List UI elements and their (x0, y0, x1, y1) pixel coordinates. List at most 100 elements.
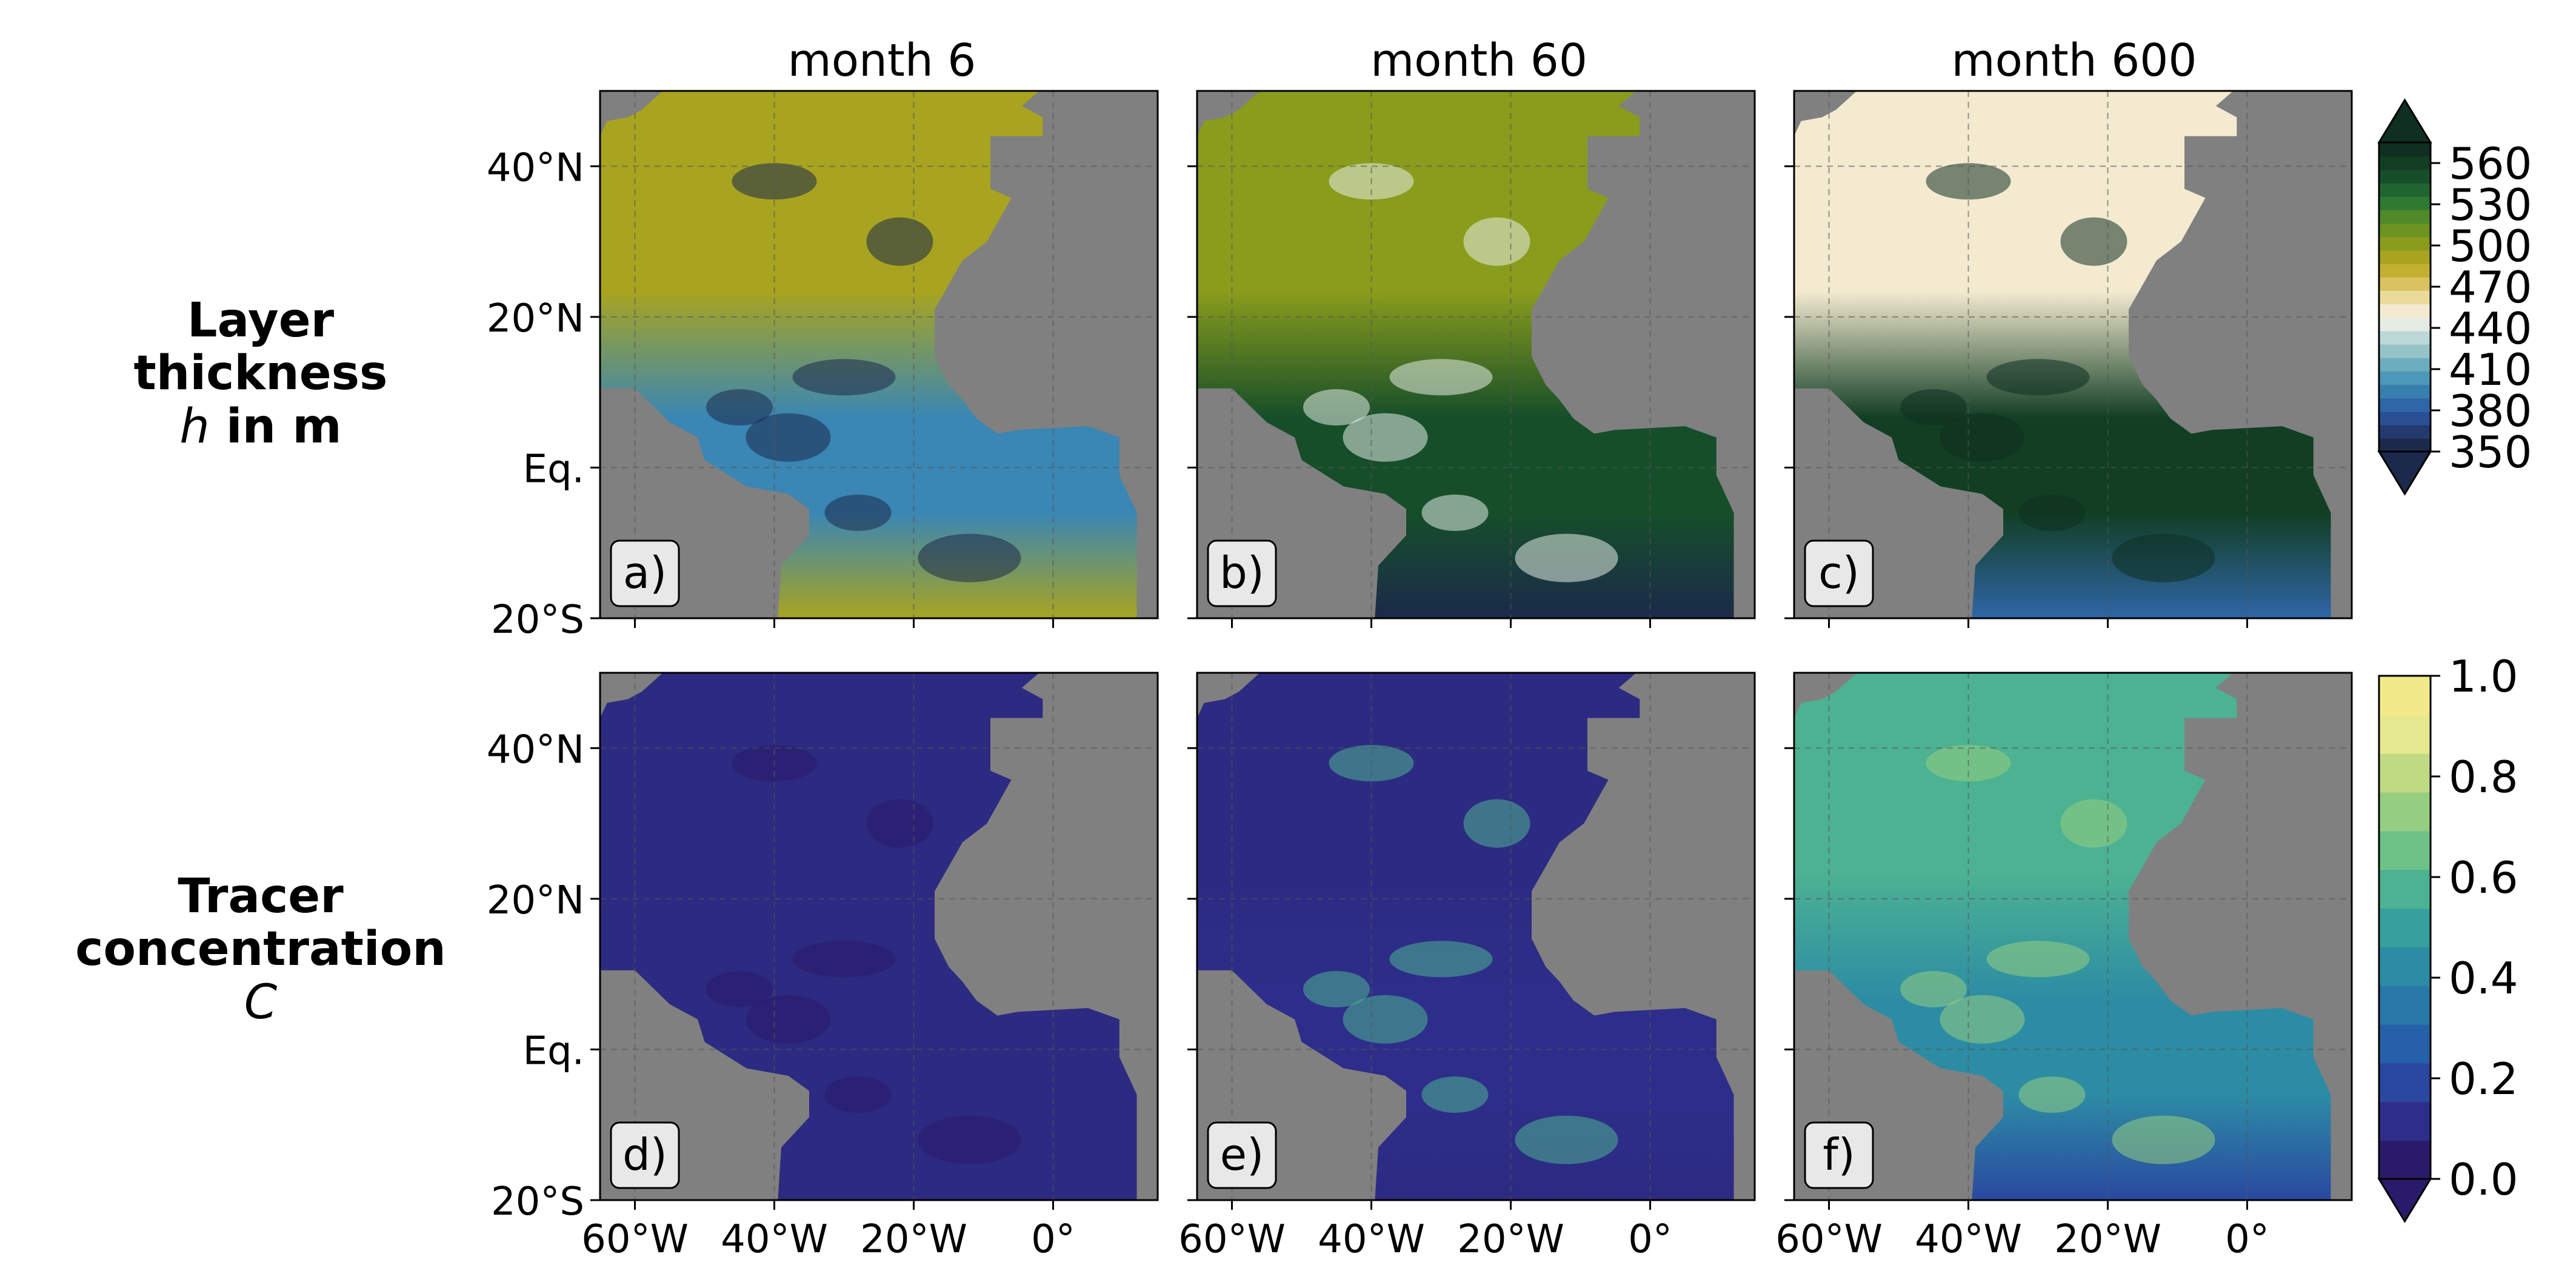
panel-label-box (1804, 539, 1874, 607)
colorbar-extend-max (2377, 98, 2432, 144)
colorbar-tick-label: 560 (2449, 138, 2532, 189)
colorbar-tick-label: 0.8 (2449, 752, 2518, 802)
lon-tick-label: 40°W (1915, 1217, 2022, 1262)
colorbar-segment (2379, 236, 2431, 251)
panel-frame (1793, 90, 2353, 619)
panel-label: d) (622, 1129, 667, 1180)
land-north-america (600, 91, 663, 136)
lon-tick-label: 20°W (1457, 1217, 1564, 1262)
eddy-feature (1900, 971, 1967, 1007)
colorbar-tick-label: 380 (2449, 385, 2532, 436)
lon-tick-label: 0° (2225, 1217, 2269, 1262)
lon-tick-label: 60°W (1775, 1217, 1883, 1262)
land-north-america (1197, 673, 1260, 718)
colorbar-tick-label: 530 (2449, 179, 2532, 230)
eddy-feature (1303, 389, 1370, 425)
row-label-1-unit: in m (210, 399, 342, 454)
colorbar-segment (2379, 156, 2431, 170)
colorbar-segment (2379, 182, 2431, 197)
colorbar-C: 0.0 0.2 0.4 0.6 0.8 1.0 (2377, 651, 2518, 1223)
colorbar-segment (2379, 411, 2431, 425)
land-africa-europe (2129, 673, 2352, 1200)
row-label-1-line2: thickness (134, 346, 388, 401)
lat-tick-label: Eq. (523, 1029, 584, 1073)
colorbar-segment (2379, 263, 2431, 278)
colorbar-segment (2379, 250, 2431, 264)
row-label-2-line1: Tracer (178, 869, 344, 924)
panel-label-box (610, 539, 680, 607)
column-title-3: month 600 (1952, 35, 2197, 87)
colorbar-frame (2378, 675, 2432, 1180)
eddy-feature (1986, 941, 2090, 978)
map-panel-b: b) (1196, 90, 1756, 619)
eddy-feature (746, 413, 831, 462)
lon-tick-label: 40°W (1318, 1217, 1425, 1262)
land-north-america (1794, 91, 1857, 136)
map-panels: a) b) c) d) e) f) (599, 90, 2353, 1201)
row-label-1-line1: Layer (187, 293, 335, 348)
panel-label-box (1804, 1121, 1874, 1189)
panel-label: a) (623, 547, 667, 598)
land-africa-europe (935, 91, 1158, 618)
colorbar-segment (2379, 330, 2431, 345)
eddy-feature (706, 389, 773, 425)
eddy-feature (1900, 389, 1967, 425)
eddy-feature (1463, 217, 1530, 266)
eddy-feature (1343, 995, 1428, 1044)
lon-tick-label: 20°W (860, 1217, 967, 1262)
panel-label-box (1207, 1121, 1277, 1189)
eddy-feature (1940, 995, 2025, 1044)
eddy-feature (2112, 1115, 2215, 1164)
colorbar-tick-label: 410 (2449, 344, 2532, 395)
colorbar-segment (2379, 209, 2431, 224)
row-label-1-line3: h in m (179, 399, 341, 454)
colorbar-segment (2379, 370, 2431, 385)
lon-tick-label: 40°W (721, 1217, 828, 1262)
eddy-feature (1343, 413, 1428, 462)
lon-tick-label: 60°W (1178, 1217, 1286, 1262)
eddy-feature (918, 533, 1021, 582)
colorbar-segment (2379, 223, 2431, 238)
panel-label: f) (1823, 1129, 1855, 1180)
land-africa-europe (2129, 91, 2352, 618)
eddy-feature (1940, 413, 2025, 462)
panel-frame (599, 672, 1159, 1201)
colorbar-segment (2379, 1101, 2431, 1141)
eddy-feature (2060, 799, 2127, 848)
eddy-feature (706, 971, 773, 1007)
eddy-feature (1421, 1076, 1489, 1113)
map-panel-e: e) (1196, 672, 1756, 1201)
panel-frame (1793, 672, 2353, 1201)
eddy-feature (1389, 941, 1493, 978)
eddy-feature (824, 495, 892, 531)
panel-label: c) (1818, 547, 1860, 598)
row-label-1-var: h (179, 399, 209, 454)
colorbar-segment (2379, 1063, 2431, 1103)
colorbar-tick-label: 0.0 (2449, 1154, 2518, 1205)
colorbar-segment (2379, 424, 2431, 439)
colorbar-tick-label: 0.2 (2449, 1053, 2518, 1104)
eddy-feature (1515, 533, 1618, 582)
colorbar-tick-label: 350 (2449, 427, 2532, 478)
colorbar-segment (2379, 196, 2431, 210)
colorbar-segment (2379, 142, 2431, 157)
eddy-feature (824, 1076, 892, 1113)
row-label-2-line2: concentration (75, 922, 446, 976)
panel-label-box (610, 1121, 680, 1189)
column-title-1: month 6 (788, 35, 976, 87)
colorbar-segment (2379, 830, 2431, 870)
land-africa-europe (1532, 673, 1755, 1200)
colorbar-segment (2379, 792, 2431, 832)
land-north-america (1197, 91, 1260, 136)
colorbar-segment (2379, 290, 2431, 305)
colorbar-segment (2379, 304, 2431, 318)
colorbar-segment (2379, 317, 2431, 332)
colorbar-segment (2379, 169, 2431, 184)
eddy-feature (1986, 359, 2090, 396)
eddy-feature (746, 995, 831, 1044)
map-panel-d: d) (599, 672, 1159, 1201)
colorbar-extend-min (2377, 450, 2432, 496)
eddy-feature (2018, 495, 2086, 531)
